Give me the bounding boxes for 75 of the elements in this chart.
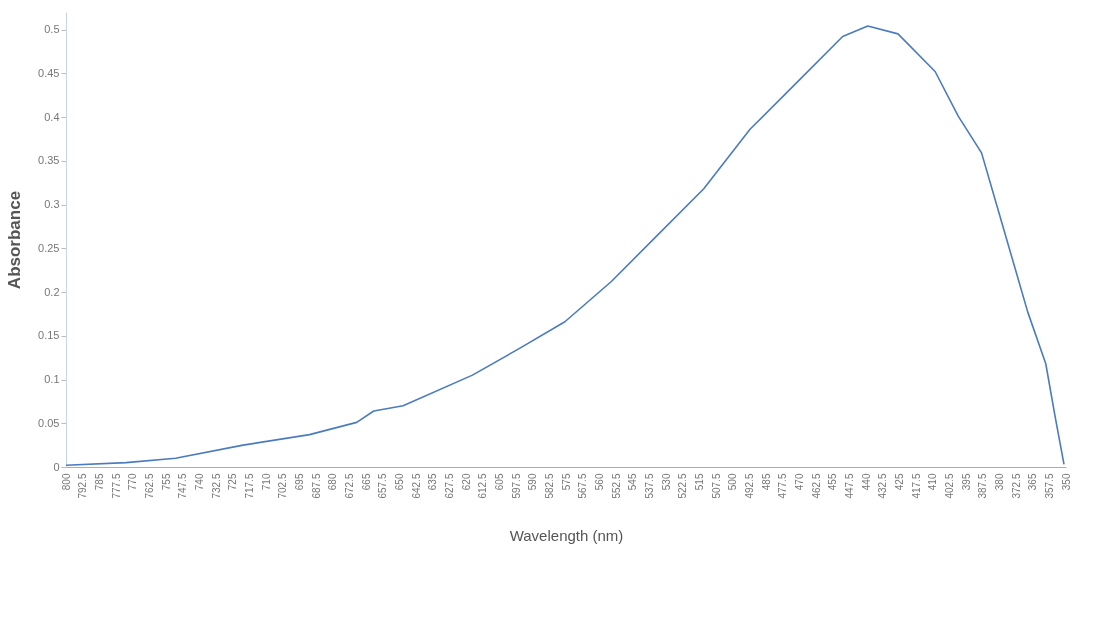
x-tick-label: 590 xyxy=(527,473,539,491)
y-tick-label: 0.1 xyxy=(44,373,60,385)
x-tick-label: 710 xyxy=(260,473,272,491)
x-tick-label: 770 xyxy=(127,473,139,491)
x-tick-label: 680 xyxy=(327,473,339,491)
x-tick-label: 357.5 xyxy=(1043,473,1055,499)
x-tick-label: 417.5 xyxy=(910,473,922,499)
x-tick-label: 695 xyxy=(293,473,305,491)
x-tick-label: 567.5 xyxy=(577,473,589,499)
x-tick-label: 687.5 xyxy=(310,473,322,499)
x-tick-label: 440 xyxy=(860,473,872,491)
x-tick-label: 500 xyxy=(727,473,739,491)
y-tick-label: 0.45 xyxy=(38,66,60,79)
x-tick-label: 702.5 xyxy=(277,473,289,499)
y-tick-label: 0.2 xyxy=(44,285,60,298)
x-tick-label: 432.5 xyxy=(877,473,889,499)
x-tick-label: 387.5 xyxy=(977,473,989,499)
x-tick-label: 447.5 xyxy=(843,473,855,499)
x-tick-label: 755 xyxy=(160,473,172,491)
y-tick-label: 0 xyxy=(53,460,60,473)
y-tick-label: 0.4 xyxy=(44,110,60,123)
x-tick-label: 537.5 xyxy=(643,473,655,499)
x-tick-label: 665 xyxy=(360,473,372,491)
x-tick-label: 402.5 xyxy=(943,473,955,499)
x-tick-label: 627.5 xyxy=(443,473,455,499)
x-tick-label: 410 xyxy=(927,473,939,491)
y-tick-label: 0.25 xyxy=(38,241,60,254)
x-tick-label: 747.5 xyxy=(177,473,189,499)
x-tick-label: 762.5 xyxy=(143,473,155,499)
x-tick-label: 470 xyxy=(793,473,805,491)
x-tick-label: 492.5 xyxy=(743,473,755,499)
x-tick-label: 507.5 xyxy=(710,473,722,499)
x-tick-label: 455 xyxy=(827,473,839,491)
x-tick-label: 365 xyxy=(1027,473,1039,491)
x-tick-label: 485 xyxy=(760,473,772,491)
line-series xyxy=(65,25,1065,467)
x-tick-label: 372.5 xyxy=(1010,473,1022,499)
y-tick-label: 0.35 xyxy=(38,154,60,167)
y-axis-title: Absorbance xyxy=(5,190,25,290)
x-tick-label: 560 xyxy=(593,473,605,491)
x-tick-label: 477.5 xyxy=(777,473,789,499)
x-tick-label: 672.5 xyxy=(343,473,355,499)
x-tick-label: 515 xyxy=(693,473,705,491)
y-tick-label: 0.15 xyxy=(38,329,60,342)
x-tick-label: 800 xyxy=(60,473,72,491)
x-tick-label: 350 xyxy=(1060,473,1072,491)
y-tick-label: 0.5 xyxy=(44,23,60,35)
x-tick-label: 620 xyxy=(460,473,472,491)
x-tick-label: 657.5 xyxy=(377,473,389,499)
x-tick-label: 582.5 xyxy=(543,473,555,499)
x-tick-label: 792.5 xyxy=(77,473,89,499)
x-tick-label: 605 xyxy=(493,473,505,491)
x-tick-label: 612.5 xyxy=(477,473,489,499)
x-tick-label: 635 xyxy=(427,473,439,491)
x-tick-label: 777.5 xyxy=(110,473,122,499)
x-tick-label: 545 xyxy=(627,473,639,491)
x-tick-label: 740 xyxy=(193,473,205,491)
x-tick-label: 642.5 xyxy=(410,473,422,499)
x-tick-label: 785 xyxy=(93,473,105,491)
x-tick-label: 597.5 xyxy=(510,473,522,499)
x-tick-label: 575 xyxy=(560,473,572,491)
x-tick-label: 650 xyxy=(393,473,405,491)
y-tick-label: 0.05 xyxy=(38,416,60,429)
x-tick-label: 462.5 xyxy=(810,473,822,499)
x-tick-label: 552.5 xyxy=(610,473,622,499)
x-axis-title: Wavelength (nm) xyxy=(509,526,624,544)
x-tick-label: 522.5 xyxy=(677,473,689,499)
x-tick-label: 425 xyxy=(893,473,905,491)
x-tick-label: 725 xyxy=(227,473,239,491)
y-tick-label: 0.3 xyxy=(44,198,60,210)
x-tick-label: 380 xyxy=(993,473,1005,491)
x-tick-label: 530 xyxy=(660,473,672,491)
x-tick-label: 717.5 xyxy=(243,473,255,499)
x-tick-label: 732.5 xyxy=(210,473,222,499)
x-tick-label: 395 xyxy=(960,473,972,491)
